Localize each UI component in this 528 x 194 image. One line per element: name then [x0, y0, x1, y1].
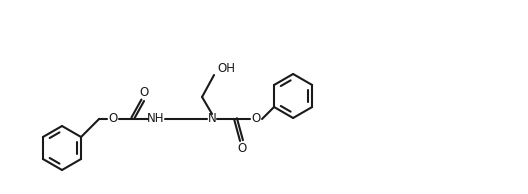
- Text: O: O: [108, 113, 118, 126]
- Text: O: O: [251, 113, 261, 126]
- Text: O: O: [238, 143, 247, 156]
- Text: O: O: [139, 86, 149, 99]
- Text: NH: NH: [147, 113, 165, 126]
- Text: OH: OH: [217, 61, 235, 74]
- Text: N: N: [208, 113, 216, 126]
